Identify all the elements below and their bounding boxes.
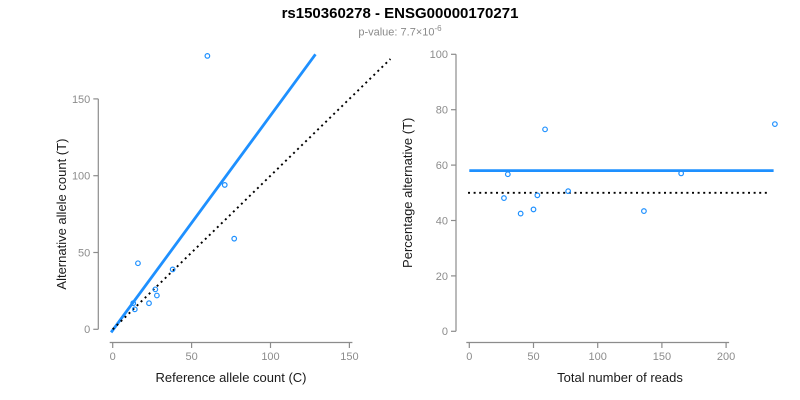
y-tick-label: 0: [442, 326, 448, 338]
x-tick-label: 50: [185, 351, 197, 363]
x-tick-label: 150: [653, 351, 671, 363]
data-point: [130, 300, 137, 307]
data-point: [135, 260, 141, 267]
x-tick-label: 0: [110, 351, 116, 363]
data-point: [530, 206, 537, 213]
figure-title: rs150360278 - ENSG00000170271: [281, 5, 519, 22]
data-point: [517, 210, 524, 217]
data-point: [131, 306, 138, 313]
data-point: [565, 188, 572, 195]
data-point: [504, 171, 511, 178]
data-points: [130, 52, 238, 313]
ref-vs-alt-count-plot: 0 50 100 150 0 50 100 150 Reference allele count…: [54, 52, 392, 385]
y-axis-label: Percentage alternative (T): [400, 118, 415, 268]
y-tick-label: 150: [72, 94, 90, 106]
y-axis: 0 50 100 150: [72, 94, 99, 336]
p-value-mantissa: 7.7: [400, 26, 416, 39]
p-value-times-ten: ×10: [415, 26, 435, 39]
data-point: [542, 126, 548, 133]
x-tick-label: 100: [261, 351, 279, 363]
y-tick-label: 20: [436, 271, 448, 283]
x-axis: 0 50 100 150: [110, 341, 359, 363]
p-value-prefix: p-value:: [358, 26, 401, 39]
data-point: [152, 286, 159, 293]
data-point: [678, 170, 685, 177]
data-point: [221, 182, 228, 188]
x-axis-label: Total number of reads: [557, 370, 683, 385]
y-tick-label: 40: [436, 215, 448, 227]
fitted-ratio-line: [109, 53, 317, 334]
figure-subtitle: p-value: 7.7×10-6: [0, 24, 800, 39]
x-tick-label: 50: [527, 351, 539, 363]
data-point: [534, 192, 541, 199]
identity-line: [112, 58, 392, 330]
data-point: [641, 208, 647, 214]
data-point: [771, 121, 778, 128]
data-points: [501, 121, 778, 217]
reads-vs-percentage-plot: 0 20 40 60 80 100 0 50 100 150 200 Total number of …: [400, 49, 778, 385]
data-point: [501, 195, 507, 201]
p-value-exponent: -6: [434, 24, 442, 33]
y-tick-label: 80: [436, 105, 448, 117]
x-tick-label: 0: [466, 351, 472, 363]
x-axis: 0 50 100 150 200: [466, 341, 735, 363]
y-axis-label: Alternative allele count (T): [54, 139, 69, 290]
y-tick-label: 60: [436, 160, 448, 172]
y-tick-label: 100: [430, 49, 448, 61]
data-point: [169, 266, 176, 273]
data-point: [204, 52, 211, 59]
y-tick-label: 50: [78, 247, 90, 259]
x-tick-label: 100: [589, 351, 607, 363]
y-tick-label: 0: [84, 324, 90, 336]
y-axis: 0 20 40 60 80 100: [430, 49, 457, 338]
data-point: [153, 292, 160, 299]
data-point: [146, 300, 152, 307]
x-tick-label: 200: [717, 351, 735, 363]
x-axis-label: Reference allele count (C): [155, 370, 306, 385]
y-tick-label: 100: [72, 171, 90, 183]
data-point: [231, 235, 238, 242]
x-tick-label: 150: [340, 351, 358, 363]
